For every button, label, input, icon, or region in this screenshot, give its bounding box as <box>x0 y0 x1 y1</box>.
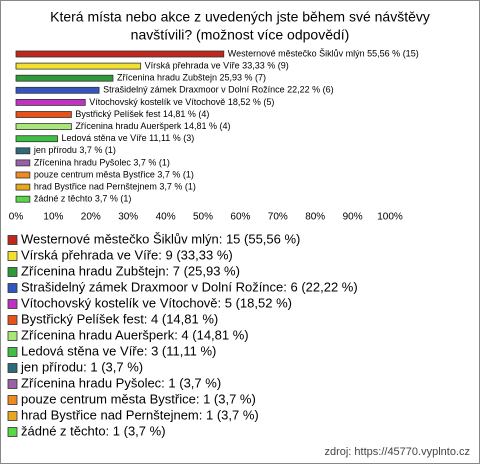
x-tick-label: 70% <box>268 212 288 223</box>
legend-label: pouze centrum města Bystřice: 1 (3,7 %) <box>21 391 256 406</box>
legend-swatch <box>7 267 18 277</box>
x-tick-label: 30% <box>118 212 138 223</box>
bar <box>15 135 58 143</box>
value-label: Bystřický Pelíšek fest 14,81 % (4) <box>75 109 209 119</box>
legend-swatch <box>7 283 18 293</box>
x-tick-label: 100% <box>377 212 403 223</box>
bar <box>15 50 225 58</box>
bar <box>15 123 72 130</box>
legend-swatch <box>7 331 18 341</box>
bar <box>15 183 31 191</box>
legend-swatch <box>7 299 18 309</box>
value-label: Vítochovský kostelík ve Vítochově 18,52 … <box>89 97 274 107</box>
legend-swatch <box>7 315 18 325</box>
x-tick-label: 20% <box>81 212 101 223</box>
x-tick-label: 10% <box>43 212 63 223</box>
legend-swatch <box>7 235 18 245</box>
x-tick-label: 50% <box>193 212 213 223</box>
legend-label: Vítochovský kostelík ve Vítochově: 5 (18… <box>21 295 292 310</box>
bar <box>15 74 114 82</box>
bar <box>15 195 31 203</box>
legend-label: Ledová stěna ve Víře: 3 (11,11 %) <box>21 343 216 358</box>
legend-label: Zřícenina hradu Aueršperk: 4 (14,81 %) <box>21 327 249 342</box>
x-tick-label: 0% <box>9 212 24 223</box>
legend-swatch <box>7 395 18 405</box>
legend-label: Bystřický Pelíšek fest: 4 (14,81 %) <box>21 311 218 326</box>
legend-swatch <box>7 379 18 389</box>
legend-swatch <box>7 411 18 421</box>
legend-swatch <box>7 427 18 437</box>
bar <box>15 111 72 118</box>
value-label: pouze centrum města Bystřice 3,7 % (1) <box>34 169 194 179</box>
x-tick-label: 80% <box>305 212 325 223</box>
legend-label: Zřícenina hradu Pyšolec: 1 (3,7 %) <box>21 375 221 390</box>
legend-label: Zřícenina hradu Zubštejn: 7 (25,93 %) <box>21 263 240 278</box>
legend-label: Strašidelný zámek Draxmoor v Dolní Rožín… <box>21 279 358 294</box>
value-label: žádné z těchto 3,7 % (1) <box>34 194 132 204</box>
bar <box>15 99 86 106</box>
bar <box>15 86 100 94</box>
x-tick-label: 40% <box>156 212 176 223</box>
bar <box>15 62 142 70</box>
source: zdroj: https://45770.vyplnto.cz <box>324 446 470 458</box>
chart-title: navštívili? (možnost více odpovědí) <box>131 27 350 43</box>
chart-title: Která místa nebo akce z uvedených jste b… <box>50 9 430 25</box>
value-label: Ledová stěna ve Víře 11,11 % (3) <box>62 133 195 143</box>
value-label: Zřícenina hradu Zubštejn 25,93 % (7) <box>117 73 266 83</box>
value-label: jen přírodu 3,7 % (1) <box>33 145 116 155</box>
x-tick-label: 60% <box>230 212 250 223</box>
legend-swatch <box>7 363 18 373</box>
bar <box>15 171 31 179</box>
x-tick-label: 90% <box>343 212 363 223</box>
legend-label: žádné z těchto: 1 (3,7 %) <box>21 423 166 438</box>
legend-swatch <box>7 347 18 357</box>
value-label: hrad Bystřice nad Pernštejnem 3,7 % (1) <box>34 181 196 191</box>
value-label: Zřícenina hradu Aueršperk 14,81 % (4) <box>75 121 230 131</box>
value-label: Zřícenina hradu Pyšolec 3,7 % (1) <box>34 157 170 167</box>
value-label: Vírská přehrada ve Víře 33,33 % (9) <box>145 60 289 70</box>
value-label: Strašidelný zámek Draxmoor v Dolní Rožín… <box>103 85 334 95</box>
legend-label: jen přírodu: 1 (3,7 %) <box>20 359 143 374</box>
legend-label: Vírská přehrada ve Víře: 9 (33,33 %) <box>21 247 233 262</box>
bar <box>15 159 31 167</box>
bar <box>15 147 31 155</box>
legend-label: hrad Bystřice nad Pernštejnem: 1 (3,7 %) <box>21 407 259 422</box>
legend-swatch <box>7 251 18 261</box>
legend-label: Westernové městečko Šiklův mlýn: 15 (55,… <box>21 231 300 246</box>
value-label: Westernové městečko Šiklův mlýn 55,56 % … <box>228 48 419 58</box>
